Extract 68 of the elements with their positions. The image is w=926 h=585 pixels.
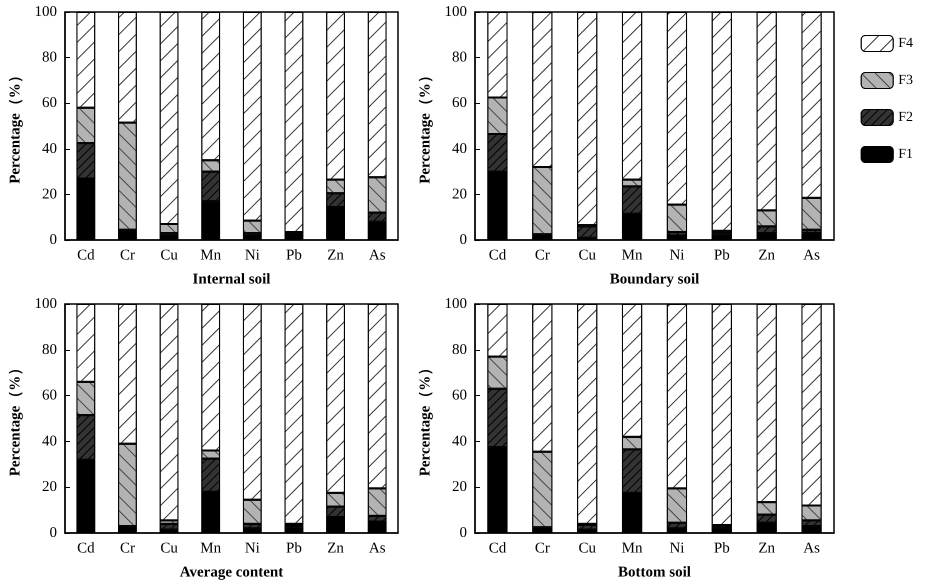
x-tick-label: Mn	[200, 540, 222, 556]
y-tick-label: 20	[42, 479, 57, 496]
x-tick-label: Cu	[578, 540, 596, 556]
x-axis-title: Boundary soil	[610, 272, 700, 288]
y-tick-label: 40	[42, 433, 57, 450]
y-tick-label: 60	[452, 388, 467, 404]
x-tick-label: Pb	[286, 540, 302, 556]
x-tick-label: Cr	[120, 248, 135, 264]
y-tick-label: 80	[42, 342, 57, 358]
y-axis-title: Percentage（%）	[418, 360, 434, 476]
y-tick-label: 20	[42, 186, 57, 202]
y-axis-title: Percentage（%）	[8, 68, 24, 184]
x-tick-label: As	[803, 248, 820, 264]
x-tick-label: Mn	[622, 540, 643, 556]
y-tick-label: 80	[42, 50, 57, 66]
y-tick-label: 60	[42, 95, 57, 112]
legend-label: F2	[898, 110, 914, 125]
y-tick-label: 0	[460, 525, 467, 541]
y-tick-label: 60	[42, 388, 57, 404]
x-tick-label: As	[368, 540, 386, 556]
x-axis-title: Bottom soil	[618, 564, 691, 580]
y-tick-label: 60	[452, 95, 467, 112]
x-tick-label: Zn	[327, 540, 344, 556]
x-tick-label: Cd	[488, 540, 507, 556]
x-tick-label: Pb	[286, 248, 302, 264]
y-tick-label: 20	[452, 479, 467, 496]
x-axis-title: Average content	[180, 564, 284, 580]
x-tick-label: As	[803, 540, 820, 556]
legend-label: F4	[898, 36, 914, 51]
x-tick-label: Cu	[578, 248, 596, 264]
y-tick-label: 40	[452, 140, 467, 157]
legend-label: F1	[898, 147, 914, 162]
y-tick-label: 100	[444, 296, 467, 312]
y-axis-title: Percentage（%）	[418, 68, 434, 184]
x-tick-label: Cu	[160, 540, 178, 556]
x-tick-label: Ni	[669, 540, 684, 556]
x-tick-label: Cd	[488, 248, 507, 264]
x-tick-label: Cd	[77, 248, 96, 264]
legend-label: F3	[898, 73, 914, 88]
x-tick-label: Cr	[534, 248, 550, 264]
y-tick-label: 0	[50, 232, 57, 248]
x-tick-label: Zn	[758, 248, 776, 264]
x-tick-label: Pb	[714, 540, 730, 556]
x-tick-label: Ni	[669, 248, 684, 264]
y-axis-title: Percentage（%）	[8, 360, 24, 476]
x-tick-label: Ni	[244, 248, 260, 264]
x-tick-label: Pb	[714, 248, 730, 264]
x-axis-title: Internal soil	[192, 272, 270, 288]
y-tick-label: 0	[50, 525, 57, 541]
x-tick-label: Zn	[758, 540, 776, 556]
x-tick-label: Zn	[327, 248, 344, 264]
x-tick-label: As	[368, 248, 386, 264]
y-tick-label: 100	[34, 296, 57, 312]
x-tick-label: Mn	[622, 248, 643, 264]
x-tick-label: Cu	[160, 248, 178, 264]
x-tick-label: Cr	[120, 540, 135, 556]
x-tick-label: Ni	[244, 540, 260, 556]
x-tick-label: Cd	[77, 540, 96, 556]
y-tick-label: 80	[452, 50, 467, 66]
y-tick-label: 40	[452, 433, 467, 450]
y-tick-label: 20	[452, 186, 467, 202]
y-tick-label: 80	[452, 342, 467, 358]
x-tick-label: Mn	[200, 248, 222, 264]
y-tick-label: 0	[460, 232, 467, 248]
y-tick-label: 100	[444, 4, 467, 20]
x-tick-label: Cr	[534, 540, 550, 556]
y-tick-label: 40	[42, 140, 57, 157]
y-tick-label: 100	[34, 4, 57, 20]
